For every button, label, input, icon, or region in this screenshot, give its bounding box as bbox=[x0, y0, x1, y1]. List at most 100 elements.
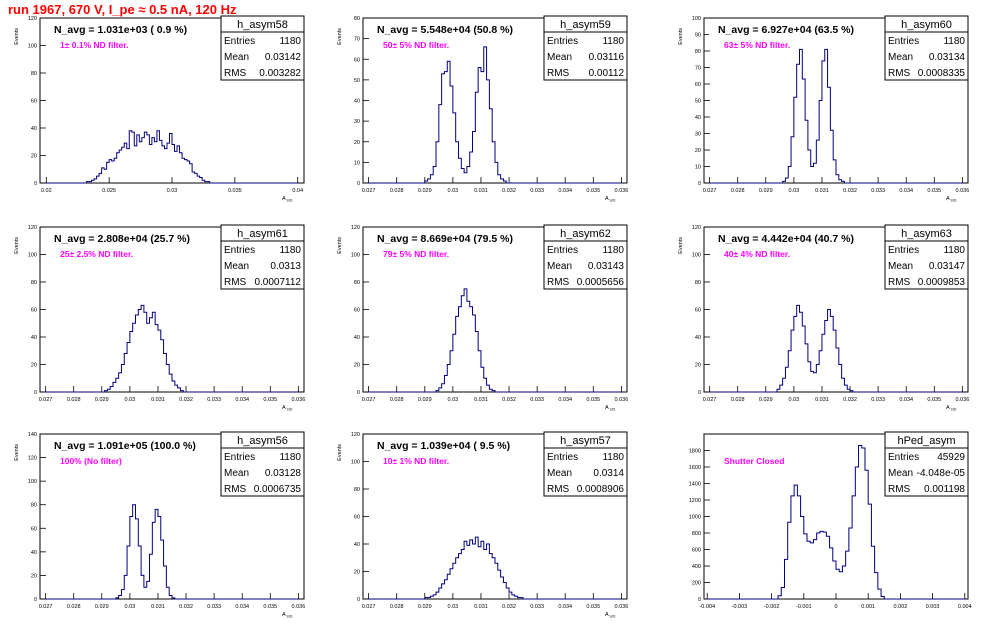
stats-value: 0.0009853 bbox=[918, 277, 966, 288]
x-tick-label: 0.029 bbox=[95, 604, 109, 610]
y-tick-label: 100 bbox=[28, 253, 37, 259]
stats-value: 1180 bbox=[279, 245, 301, 256]
navg-box bbox=[368, 22, 528, 37]
x-tick-label: 0.03 bbox=[789, 397, 800, 403]
x-tick-label: 0.03 bbox=[125, 397, 136, 403]
plot-frame bbox=[39, 433, 305, 600]
y-tick-label: 120 bbox=[692, 225, 701, 231]
y-tick-label: 0 bbox=[698, 181, 701, 187]
y-tick-label: 80 bbox=[354, 16, 360, 22]
y-tick-label: 100 bbox=[692, 253, 701, 259]
x-tick-label: 0.027 bbox=[703, 188, 717, 194]
x-tick-label: 0.028 bbox=[731, 188, 745, 194]
stats-value: -4.048e-05 bbox=[917, 468, 966, 479]
stats-key: Mean bbox=[224, 261, 249, 272]
stats-key: RMS bbox=[224, 68, 247, 79]
stats-key: Entries bbox=[547, 36, 578, 47]
stats-box bbox=[220, 240, 305, 290]
x-axis-title: AUD bbox=[946, 405, 957, 412]
stats-title: h_asym58 bbox=[237, 19, 288, 31]
x-tick-label: 0.034 bbox=[558, 188, 572, 194]
y-tick-label: 10 bbox=[695, 165, 701, 171]
stats-key: Mean bbox=[224, 468, 249, 479]
y-tick-label: 60 bbox=[695, 82, 701, 88]
histogram-line bbox=[709, 304, 963, 393]
stats-value: 0.0008906 bbox=[577, 484, 625, 495]
y-tick-label: 120 bbox=[28, 456, 37, 462]
x-tick-label: 0.031 bbox=[151, 604, 165, 610]
y-tick-label: 100 bbox=[692, 16, 701, 22]
stats-key: Mean bbox=[888, 52, 913, 63]
y-tick-label: 80 bbox=[695, 280, 701, 286]
y-tick-label: 70 bbox=[695, 66, 701, 72]
x-tick-label: 0.03 bbox=[448, 188, 459, 194]
x-tick-label: 0.033 bbox=[530, 604, 544, 610]
x-tick-label: 0.029 bbox=[759, 397, 773, 403]
y-tick-label: 0 bbox=[357, 390, 360, 396]
x-tick-label: 0.034 bbox=[899, 397, 913, 403]
x-axis-subscript: UD bbox=[610, 198, 616, 203]
x-tick-label: 0.034 bbox=[235, 397, 249, 403]
filter-label: Shutter Closed bbox=[724, 456, 784, 466]
x-tick-label: 0.028 bbox=[390, 604, 404, 610]
stats-key: RMS bbox=[224, 277, 247, 288]
y-tick-label: 40 bbox=[354, 542, 360, 548]
stats-value: 0.0006735 bbox=[254, 484, 302, 495]
x-tick-label: 0.034 bbox=[558, 604, 572, 610]
histogram-line bbox=[368, 46, 622, 184]
stats-key: Entries bbox=[547, 245, 578, 256]
stats-box bbox=[884, 240, 969, 290]
x-axis-subscript: UD bbox=[287, 407, 293, 412]
y-tick-label: 80 bbox=[354, 280, 360, 286]
stats-value: 0.03116 bbox=[589, 52, 625, 63]
panel-h_asym56: 0 20 40 60 80 100 120 140 0.027 0.028 0.029 0.03 0.0… bbox=[14, 431, 305, 619]
x-axis-subscript: UD bbox=[287, 198, 293, 203]
x-tick-label: 0.029 bbox=[418, 604, 432, 610]
x-tick-label: 0.025 bbox=[102, 188, 116, 194]
histogram-line bbox=[368, 536, 622, 600]
y-tick-label: 120 bbox=[28, 16, 37, 22]
y-axis-title: Events bbox=[14, 237, 20, 254]
stats-value: 45929 bbox=[937, 452, 965, 463]
stats-value: 0.0313 bbox=[270, 261, 301, 272]
stats-value: 0.0007112 bbox=[254, 277, 301, 288]
stats-box bbox=[884, 31, 969, 81]
x-tick-label: 0.028 bbox=[67, 604, 81, 610]
filter-label: 63± 5% ND filter. bbox=[724, 40, 790, 50]
stats-key: Entries bbox=[888, 452, 919, 463]
y-tick-label: 20 bbox=[31, 363, 37, 369]
x-tick-label: 0.027 bbox=[362, 397, 376, 403]
y-axis-title: Events bbox=[337, 237, 343, 254]
y-tick-label: 80 bbox=[31, 71, 37, 77]
stats-value: 0.0005656 bbox=[577, 277, 625, 288]
x-tick-label: 0.031 bbox=[815, 188, 829, 194]
x-axis-subscript: UD bbox=[951, 407, 957, 412]
stats-value: 1180 bbox=[602, 36, 624, 47]
y-tick-label: 40 bbox=[695, 115, 701, 121]
x-tick-label: 0.032 bbox=[843, 397, 857, 403]
navg-text: N_avg = 2.808e+04 (25.7 %) bbox=[54, 233, 190, 245]
y-tick-label: 20 bbox=[31, 154, 37, 160]
y-tick-label: 60 bbox=[31, 99, 37, 105]
x-axis-subscript: UD bbox=[610, 407, 616, 412]
y-tick-label: 100 bbox=[351, 253, 360, 259]
y-tick-label: 0 bbox=[698, 597, 701, 603]
y-tick-label: 50 bbox=[695, 99, 701, 105]
stats-box bbox=[543, 31, 628, 81]
x-tick-label: 0.02 bbox=[41, 188, 52, 194]
stats-value: 1180 bbox=[279, 36, 301, 47]
navg-box bbox=[709, 22, 869, 37]
x-tick-label: 0.003 bbox=[926, 604, 940, 610]
x-tick-label: 0.034 bbox=[899, 188, 913, 194]
x-tick-label: 0.032 bbox=[179, 397, 193, 403]
stats-title: hPed_asym bbox=[897, 435, 955, 447]
stats-title: h_asym63 bbox=[901, 228, 952, 240]
stats-value: 0.001198 bbox=[924, 484, 965, 495]
x-tick-label: 0.029 bbox=[759, 188, 773, 194]
x-tick-label: 0.033 bbox=[530, 188, 544, 194]
x-tick-label: 0.028 bbox=[390, 397, 404, 403]
y-tick-label: 0 bbox=[34, 390, 37, 396]
y-tick-label: 20 bbox=[354, 363, 360, 369]
x-tick-label: 0.002 bbox=[894, 604, 908, 610]
